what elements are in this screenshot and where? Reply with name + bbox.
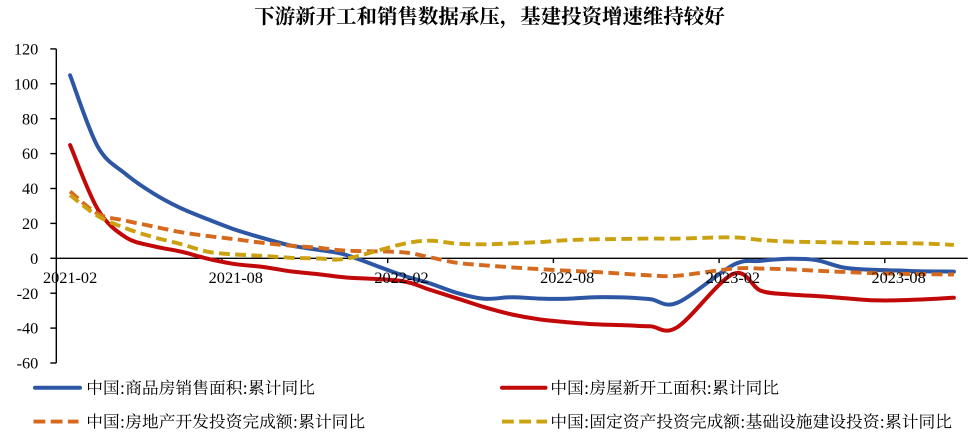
svg-text:80: 80 <box>22 109 38 128</box>
svg-text:-40: -40 <box>17 319 39 338</box>
svg-text:2023-02: 2023-02 <box>706 268 760 287</box>
svg-text:40: 40 <box>22 179 38 198</box>
svg-text:2021-02: 2021-02 <box>43 268 97 287</box>
svg-text:100: 100 <box>14 74 38 93</box>
svg-text:-20: -20 <box>17 284 39 303</box>
svg-text:-60: -60 <box>17 354 39 373</box>
svg-text:2022-02: 2022-02 <box>374 268 428 287</box>
svg-text:0: 0 <box>30 249 38 268</box>
svg-text:2022-08: 2022-08 <box>540 268 594 287</box>
svg-text:60: 60 <box>22 144 38 163</box>
svg-text:2023-08: 2023-08 <box>871 268 925 287</box>
svg-text:20: 20 <box>22 214 38 233</box>
svg-text:120: 120 <box>14 40 38 59</box>
svg-text:2021-08: 2021-08 <box>209 268 263 287</box>
